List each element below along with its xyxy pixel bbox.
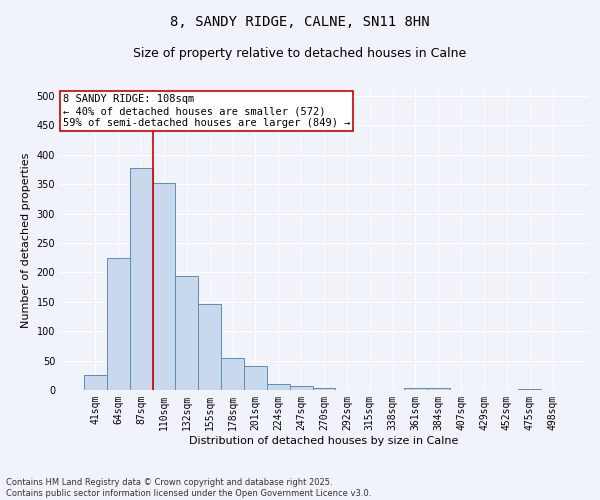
Bar <box>198 304 221 390</box>
Bar <box>84 376 107 390</box>
Bar <box>244 366 267 390</box>
Bar <box>404 388 427 390</box>
Bar <box>267 384 290 390</box>
Bar <box>175 276 198 390</box>
Bar <box>221 358 244 390</box>
X-axis label: Distribution of detached houses by size in Calne: Distribution of detached houses by size … <box>190 436 458 446</box>
Text: 8, SANDY RIDGE, CALNE, SN11 8HN: 8, SANDY RIDGE, CALNE, SN11 8HN <box>170 15 430 29</box>
Y-axis label: Number of detached properties: Number of detached properties <box>21 152 31 328</box>
Text: 8 SANDY RIDGE: 108sqm
← 40% of detached houses are smaller (572)
59% of semi-det: 8 SANDY RIDGE: 108sqm ← 40% of detached … <box>62 94 350 128</box>
Text: Contains HM Land Registry data © Crown copyright and database right 2025.
Contai: Contains HM Land Registry data © Crown c… <box>6 478 371 498</box>
Bar <box>518 389 541 390</box>
Bar <box>107 258 130 390</box>
Bar <box>313 388 335 390</box>
Text: Size of property relative to detached houses in Calne: Size of property relative to detached ho… <box>133 48 467 60</box>
Bar <box>130 168 152 390</box>
Bar <box>290 386 313 390</box>
Bar <box>427 388 450 390</box>
Bar <box>152 183 175 390</box>
